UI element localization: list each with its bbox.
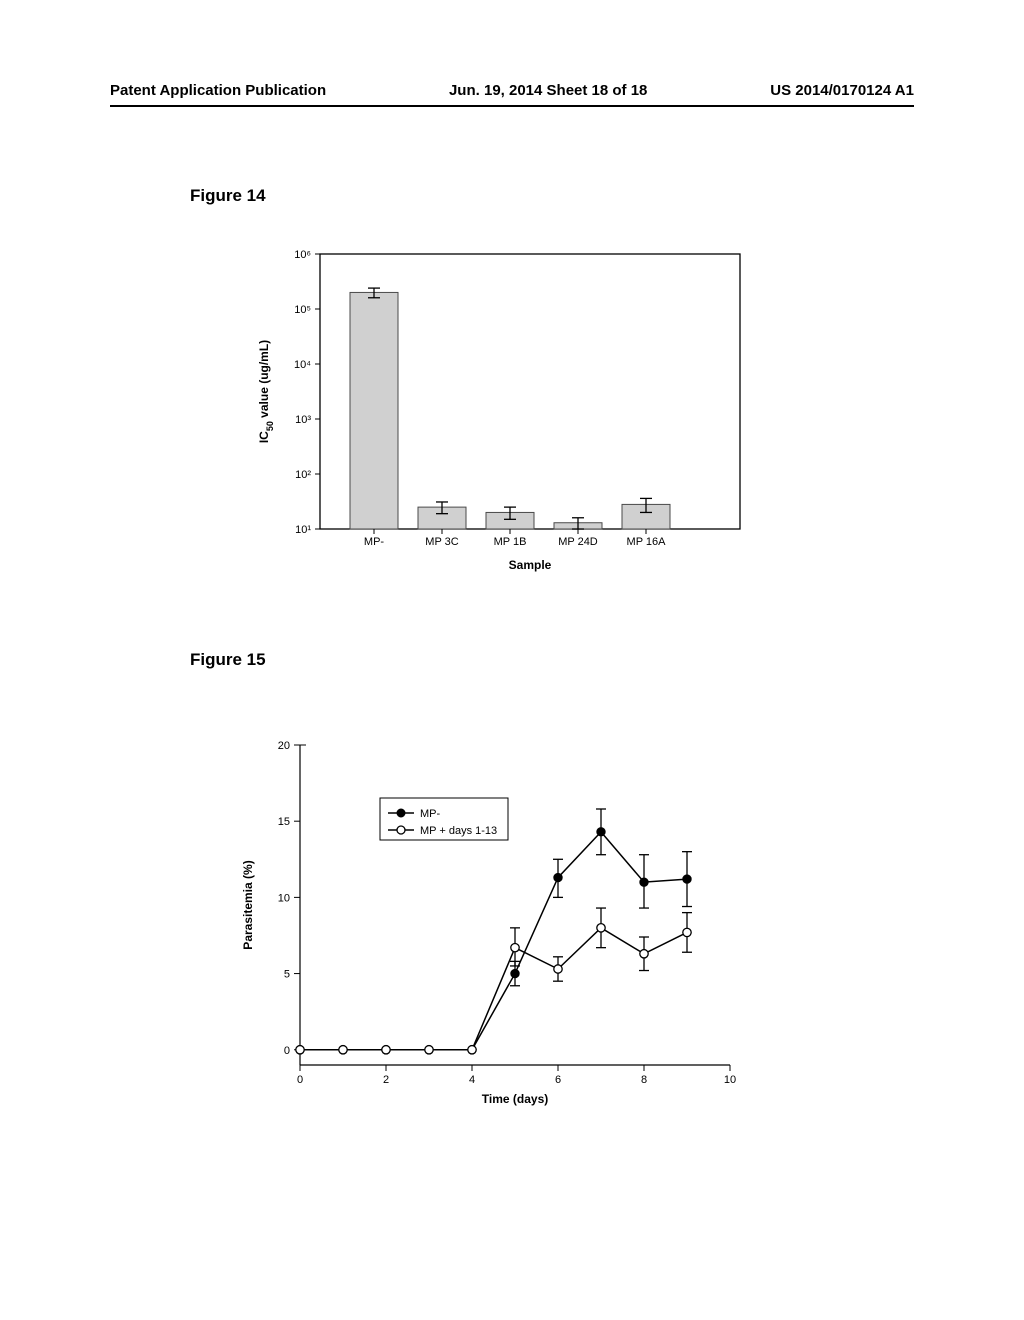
svg-text:8: 8 [641, 1074, 647, 1086]
svg-text:10⁶: 10⁶ [294, 249, 311, 261]
svg-text:6: 6 [555, 1074, 561, 1086]
fig14-svg: 10¹ 10² 10³ 10⁴ 10⁵ 10⁶ IC50 value (ug/mL) MP- M… [250, 244, 760, 584]
svg-text:IC50 value (ug/mL): IC50 value (ug/mL) [257, 340, 275, 443]
svg-text:15: 15 [278, 816, 290, 828]
figure-14-chart: 10¹ 10² 10³ 10⁴ 10⁵ 10⁶ IC50 value (ug/mL) MP- M… [250, 244, 760, 584]
header-center: Jun. 19, 2014 Sheet 18 of 18 [449, 82, 647, 99]
svg-text:10: 10 [278, 892, 290, 904]
svg-text:MP 24D: MP 24D [558, 536, 598, 548]
header-left: Patent Application Publication [110, 82, 326, 99]
svg-text:10¹: 10¹ [295, 524, 311, 536]
patent-page: Patent Application Publication Jun. 19, … [0, 0, 1024, 1320]
figure-15-chart: 0 5 10 15 20 0 2 4 6 8 10 Time (days) Parasitemia (%… [230, 730, 770, 1120]
svg-text:10: 10 [724, 1074, 736, 1086]
svg-text:5: 5 [284, 969, 290, 981]
svg-text:MP 3C: MP 3C [425, 536, 458, 548]
svg-text:MP + days 1-13: MP + days 1-13 [420, 825, 497, 837]
header-right: US 2014/0170124 A1 [770, 82, 914, 99]
svg-text:10⁴: 10⁴ [294, 359, 311, 371]
svg-text:2: 2 [383, 1074, 389, 1086]
svg-text:0: 0 [284, 1045, 290, 1057]
fig15-svg: 0 5 10 15 20 0 2 4 6 8 10 Time (days) Parasitemia (%… [230, 730, 770, 1120]
svg-text:10⁵: 10⁵ [294, 304, 311, 316]
figure-14-label: Figure 14 [190, 186, 266, 206]
svg-text:10²: 10² [295, 469, 311, 481]
svg-text:20: 20 [278, 740, 290, 752]
svg-text:4: 4 [469, 1074, 475, 1086]
svg-text:MP 1B: MP 1B [494, 536, 527, 548]
svg-text:0: 0 [297, 1074, 303, 1086]
svg-text:10³: 10³ [295, 414, 311, 426]
svg-text:MP 16A: MP 16A [627, 536, 667, 548]
figure-15-label: Figure 15 [190, 650, 266, 670]
svg-text:Parasitemia (%): Parasitemia (%) [241, 860, 255, 949]
svg-text:Sample: Sample [509, 558, 552, 572]
page-header: Patent Application Publication Jun. 19, … [110, 82, 914, 107]
svg-text:MP-: MP- [420, 808, 441, 820]
svg-text:Time (days): Time (days) [482, 1092, 548, 1106]
svg-text:MP-: MP- [364, 536, 385, 548]
